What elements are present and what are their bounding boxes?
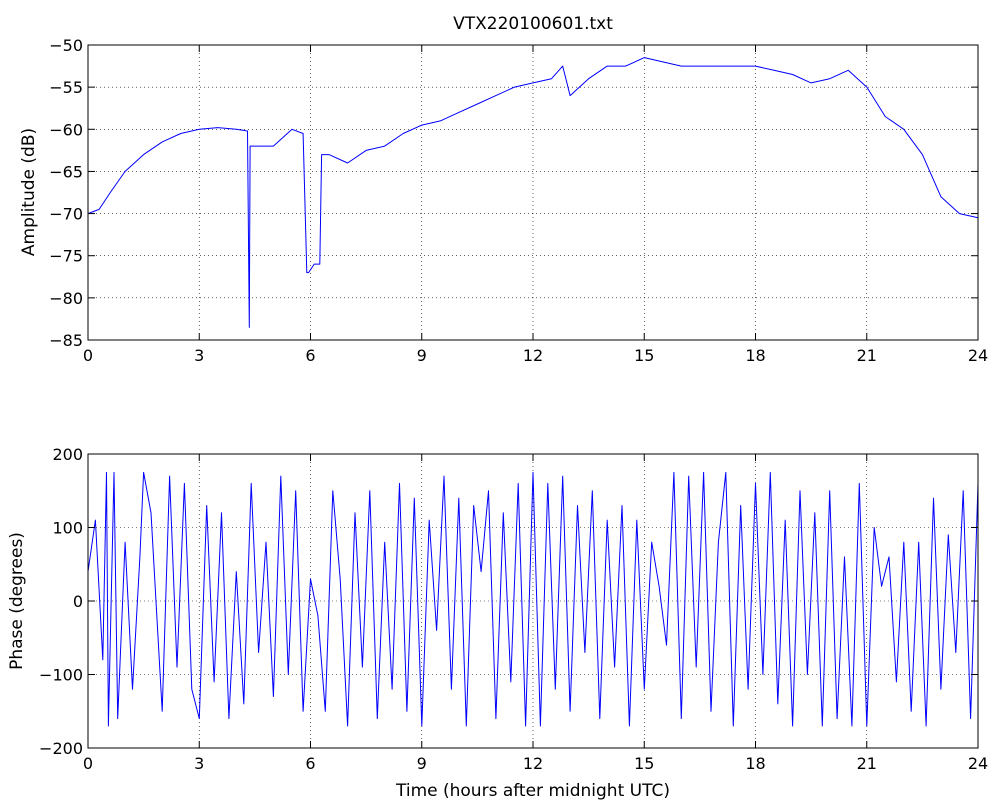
amplitude-series <box>87 57 979 328</box>
phase-x-tick-label: 24 <box>968 754 988 773</box>
chart-title: VTX220100601.txt <box>453 14 613 34</box>
phase-y-tick-label: 0 <box>73 592 83 611</box>
amplitude-y-tick-label: −55 <box>49 78 83 97</box>
amplitude-x-tick-label: 3 <box>194 346 204 365</box>
amplitude-x-tick-label: 12 <box>523 346 543 365</box>
phase-series-line <box>87 471 979 727</box>
phase-x-tick-label: 15 <box>634 754 654 773</box>
amplitude-x-tick-label: 0 <box>83 346 93 365</box>
phase-x-tick-label: 9 <box>417 754 427 773</box>
phase-series <box>87 471 979 727</box>
phase-y-tick-label: 200 <box>52 445 83 464</box>
amplitude-y-tick-label: −75 <box>49 247 83 266</box>
phase-y-tick-label: 100 <box>52 519 83 538</box>
phase-x-tick-label: 6 <box>305 754 315 773</box>
phase-x-tick-label: 12 <box>523 754 543 773</box>
time-x-axis-label: Time (hours after midnight UTC) <box>395 781 670 801</box>
phase-grid <box>88 454 978 748</box>
phase-x-tick-label: 0 <box>83 754 93 773</box>
phase-x-tick-label: 3 <box>194 754 204 773</box>
phase-y-axis-label: Phase (degrees) <box>7 532 27 670</box>
phase-y-tick-label: −200 <box>39 739 83 758</box>
amplitude-x-tick-label: 15 <box>634 346 654 365</box>
amplitude-y-tick-label: −80 <box>49 289 83 308</box>
amplitude-y-tick-label: −65 <box>49 162 83 181</box>
amplitude-x-tick-label: 6 <box>305 346 315 365</box>
amplitude-x-tick-label: 9 <box>417 346 427 365</box>
phase-axes: Phase (degrees) Time (hours after midnig… <box>7 445 988 801</box>
amplitude-y-tick-label: −60 <box>49 120 83 139</box>
amplitude-x-tick-label: 21 <box>857 346 877 365</box>
amplitude-y-tick-label: −85 <box>49 331 83 350</box>
phase-ticks: 0 3 6 9 12 15 18 21 24 200 100 0 −100 −200 <box>39 445 988 773</box>
amplitude-y-tick-label: −50 <box>49 36 83 55</box>
amplitude-axes: VTX220100601.txt Amplitude (dB) 0 3 6 9 12 15… <box>19 14 988 365</box>
amplitude-y-axis-label: Amplitude (dB) <box>19 128 39 256</box>
phase-x-tick-label: 18 <box>745 754 765 773</box>
phase-y-tick-label: −100 <box>39 666 83 685</box>
amplitude-x-tick-label: 18 <box>745 346 765 365</box>
amplitude-series-line <box>87 57 979 328</box>
amplitude-y-tick-label: −70 <box>49 205 83 224</box>
amplitude-x-tick-label: 24 <box>968 346 988 365</box>
phase-x-tick-label: 21 <box>857 754 877 773</box>
amplitude-ticks: 0 3 6 9 12 15 18 21 24 −50 −55 −60 −65 −70 −75 −80 −85 <box>49 36 988 365</box>
